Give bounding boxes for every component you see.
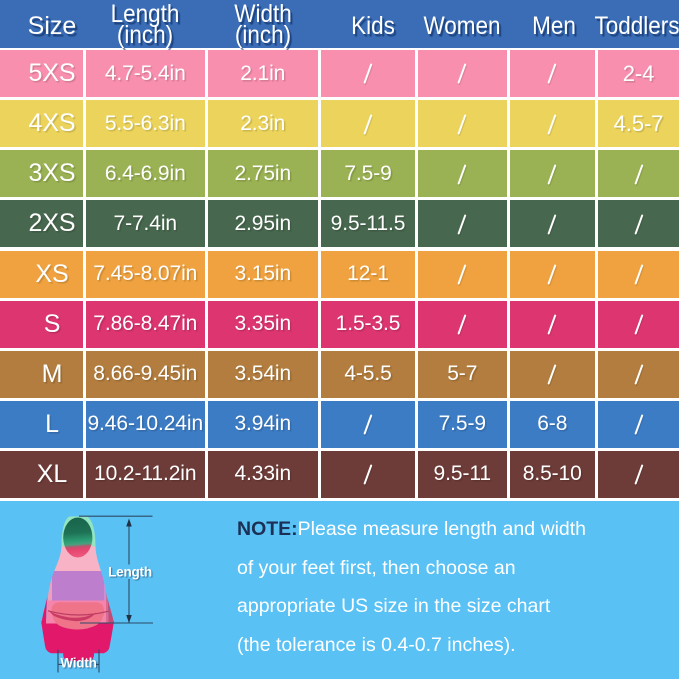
svg-text:Width: Width bbox=[60, 656, 96, 671]
svg-text:Length: Length bbox=[108, 565, 152, 580]
